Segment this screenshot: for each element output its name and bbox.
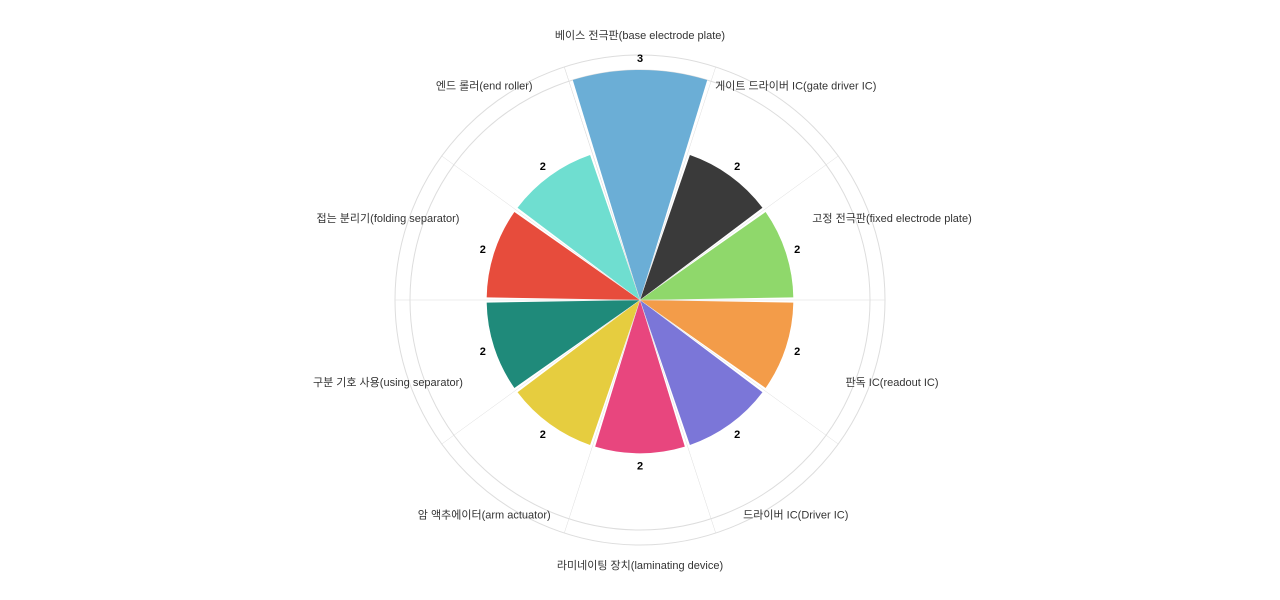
slice-label: 드라이버 IC(Driver IC) bbox=[743, 508, 848, 521]
value-label: 2 bbox=[734, 161, 740, 173]
slice-label: 라미네이팅 장치(laminating device) bbox=[557, 559, 723, 572]
rose-chart: 3 베이스 전극판(base electrode plate) 2 게이트 드라이버 … bbox=[0, 0, 1280, 600]
value-label: 2 bbox=[794, 346, 800, 358]
value-label: 2 bbox=[734, 429, 740, 441]
value-label: 2 bbox=[480, 244, 486, 256]
value-label: 2 bbox=[794, 244, 800, 256]
value-label: 2 bbox=[480, 346, 486, 358]
value-label: 2 bbox=[540, 429, 546, 441]
value-label: 2 bbox=[637, 460, 643, 472]
slice-label: 암 액추에이터(arm actuator) bbox=[418, 508, 551, 521]
slice-label: 구분 기호 사용(using separator) bbox=[313, 376, 463, 389]
slice-label: 엔드 롤러(end roller) bbox=[436, 80, 533, 93]
slice-label: 접는 분리기(folding separator) bbox=[317, 212, 460, 225]
value-label: 2 bbox=[540, 161, 546, 173]
slice-label: 게이트 드라이버 IC(gate driver IC) bbox=[715, 80, 876, 93]
slice-label: 베이스 전극판(base electrode plate) bbox=[555, 29, 725, 42]
slice-label: 고정 전극판(fixed electrode plate) bbox=[812, 212, 971, 225]
slice-label: 판독 IC(readout IC) bbox=[846, 376, 939, 389]
value-label: 3 bbox=[637, 53, 643, 65]
